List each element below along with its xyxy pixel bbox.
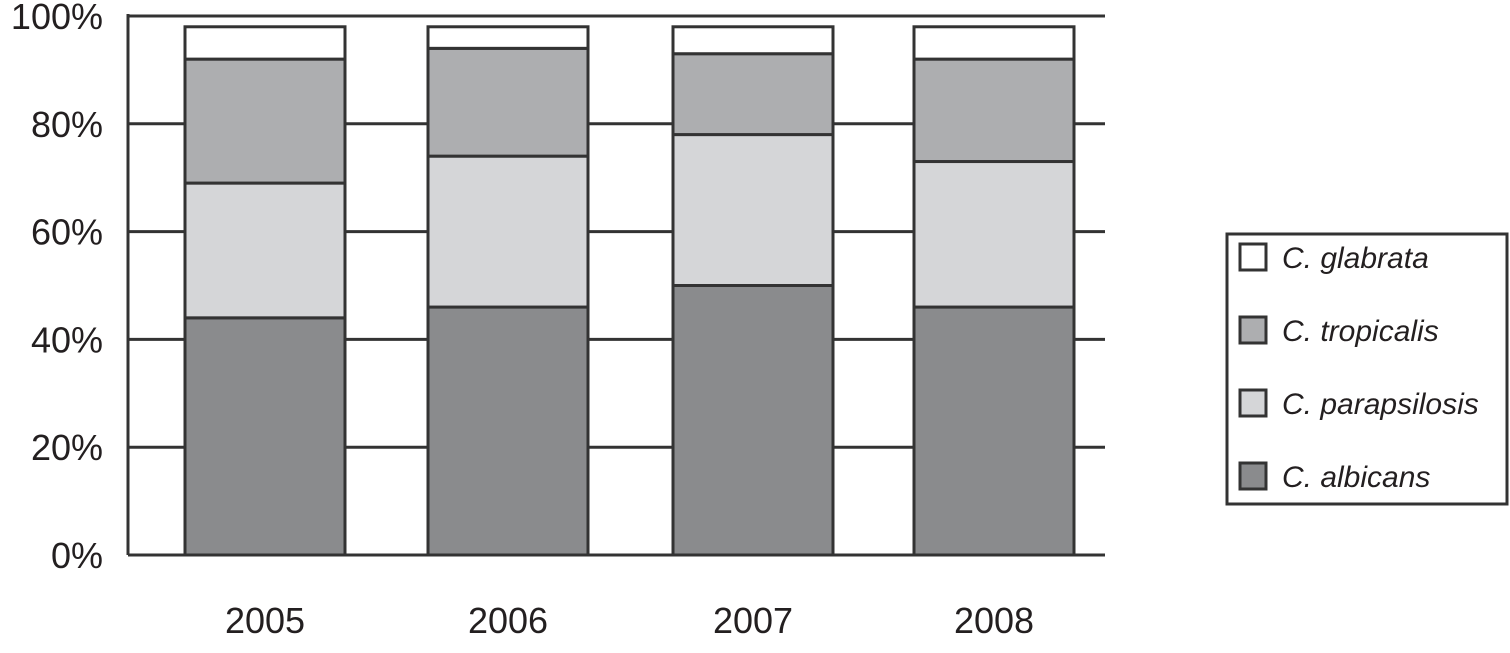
y-tick-label: 40%	[31, 319, 103, 360]
y-tick-label: 80%	[31, 104, 103, 145]
x-tick-label: 2005	[225, 600, 305, 641]
legend-label: C. parapsilosis	[1282, 388, 1479, 421]
bar-segment-2008-c-tropicalis	[912, 57, 1076, 164]
bar-segment-2005-c-tropicalis	[183, 57, 347, 185]
bar-segment-2008-c-glabrata	[912, 25, 1076, 61]
bar-segment-2007-c-tropicalis	[671, 52, 835, 137]
legend-swatch	[1238, 461, 1268, 491]
y-tick-label: 60%	[31, 212, 103, 253]
x-tick-label: 2008	[954, 600, 1034, 641]
bar-segment-2007-c-parapsilosis	[671, 133, 835, 287]
bar-segment-2005-c-albicans	[183, 316, 347, 557]
bar-segment-2008-c-albicans	[912, 305, 1076, 557]
bar-segment-2005-c-parapsilosis	[183, 181, 347, 320]
bar-segment-2007-c-glabrata	[671, 25, 835, 56]
bar-segment-2007-c-albicans	[671, 284, 835, 557]
bar-segment-2006-c-glabrata	[426, 25, 590, 50]
bar-segment-2008-c-parapsilosis	[912, 160, 1076, 309]
x-tick-label: 2007	[713, 600, 793, 641]
bar-segment-2006-c-tropicalis	[426, 46, 590, 158]
legend-swatch	[1238, 315, 1268, 345]
legend-box	[1225, 232, 1509, 506]
y-tick-label: 0%	[51, 535, 103, 576]
bar-segment-2006-c-parapsilosis	[426, 154, 590, 309]
y-tick-label: 100%	[11, 0, 103, 37]
legend-swatch	[1238, 388, 1268, 418]
x-tick-label: 2006	[468, 600, 548, 641]
bar-segment-2006-c-albicans	[426, 305, 590, 557]
y-tick-label: 20%	[31, 427, 103, 468]
legend-label: C. glabrata	[1282, 242, 1429, 275]
bar-segment-2005-c-glabrata	[183, 25, 347, 61]
legend-label: C. tropicalis	[1282, 315, 1439, 348]
legend-label: C. albicans	[1282, 461, 1430, 494]
legend-swatch	[1238, 242, 1268, 272]
